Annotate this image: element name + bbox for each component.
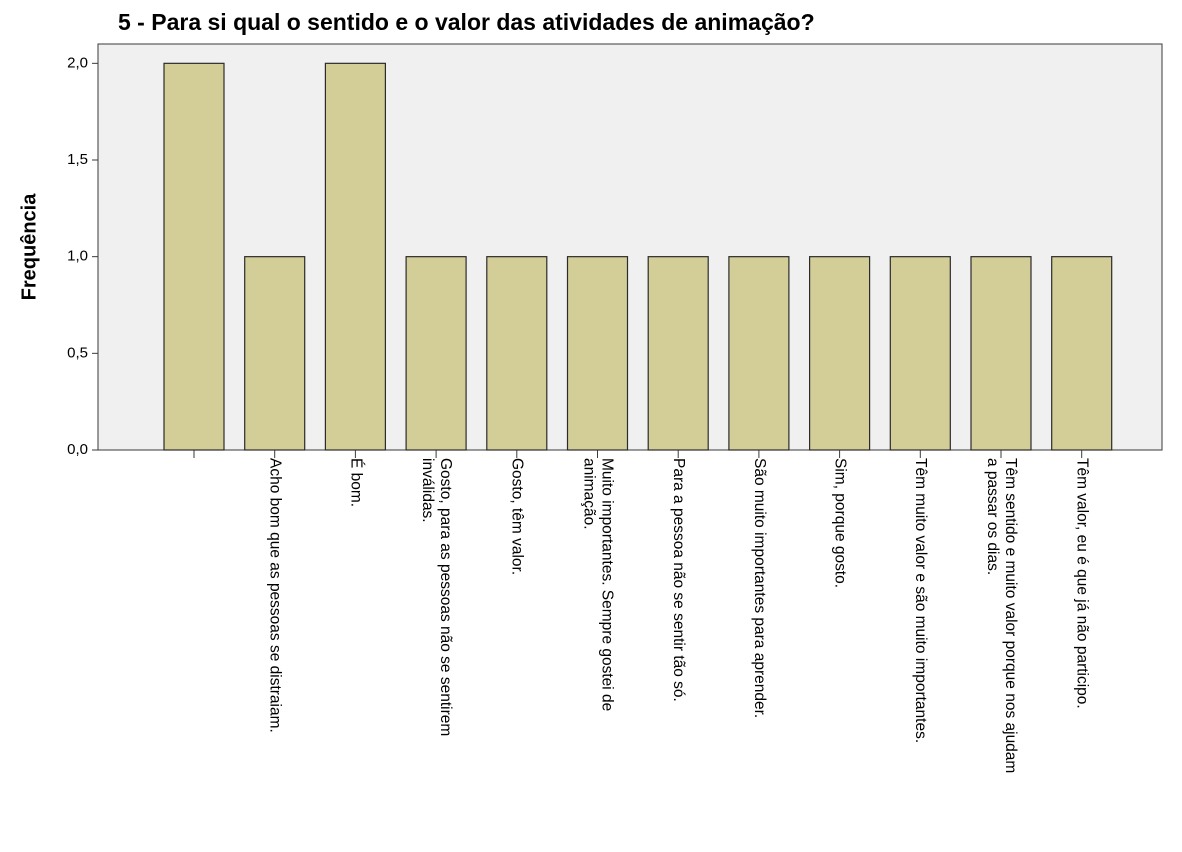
- x-tick-label: Gosto, para as pessoas não se sentirem i…: [419, 458, 454, 741]
- x-tick-label: É bom.: [347, 458, 364, 507]
- x-tick-label: Muito importantes. Sempre gostei de anim…: [580, 458, 615, 716]
- x-tick-label: Têm muito valor e são muito importantes.: [912, 458, 929, 743]
- bar: [324, 62, 386, 451]
- bar: [566, 256, 629, 451]
- x-tick-label: Têm sentido e muito valor porque nos aju…: [984, 458, 1019, 778]
- y-tick-label: 1,0: [67, 248, 88, 265]
- y-tick-label: 1,5: [67, 151, 88, 168]
- y-tick-label: 2,0: [67, 54, 88, 71]
- bar: [405, 256, 467, 451]
- x-tick-group: Têm sentido e muito valor porque nos aju…: [984, 458, 1019, 778]
- x-tick-label: Acho bom que as pessoas se distraiam.: [267, 458, 284, 733]
- bar: [970, 256, 1032, 451]
- x-tick-group: Gosto, têm valor.: [509, 458, 526, 575]
- y-tick-label: 0,5: [67, 344, 88, 361]
- x-tick-group: Têm muito valor e são muito importantes.: [912, 458, 929, 743]
- chart-title: 5 - Para si qual o sentido e o valor das…: [118, 9, 815, 35]
- x-tick-group: Para a pessoa não se sentir tão só.: [670, 458, 687, 702]
- x-tick-group: Sim, porque gosto.: [832, 458, 849, 588]
- x-tick-group: Gosto, para as pessoas não se sentirem i…: [419, 458, 454, 741]
- bar: [244, 256, 306, 451]
- x-tick-group: É bom.: [347, 458, 364, 507]
- bar: [728, 256, 790, 451]
- x-tick-group: Muito importantes. Sempre gostei de anim…: [580, 458, 615, 716]
- bar: [486, 256, 548, 451]
- bar: [1051, 256, 1113, 451]
- bar: [647, 256, 709, 451]
- bar: [163, 62, 225, 451]
- bar: [808, 256, 871, 451]
- y-tick-label: 0,0: [67, 441, 88, 458]
- x-tick-label: Sim, porque gosto.: [832, 458, 849, 588]
- x-tick-label: São muito importantes para aprender.: [751, 458, 768, 718]
- x-tick-group: Acho bom que as pessoas se distraiam.: [267, 458, 284, 733]
- x-tick-group: São muito importantes para aprender.: [751, 458, 768, 718]
- x-tick-group: Têm valor, eu é que já não participo.: [1074, 458, 1091, 709]
- y-axis-label: Frequência: [18, 193, 40, 301]
- bar: [889, 256, 951, 451]
- x-tick-label: Têm valor, eu é que já não participo.: [1074, 458, 1091, 709]
- x-tick-label: Para a pessoa não se sentir tão só.: [670, 458, 687, 702]
- x-tick-label: Gosto, têm valor.: [509, 458, 526, 575]
